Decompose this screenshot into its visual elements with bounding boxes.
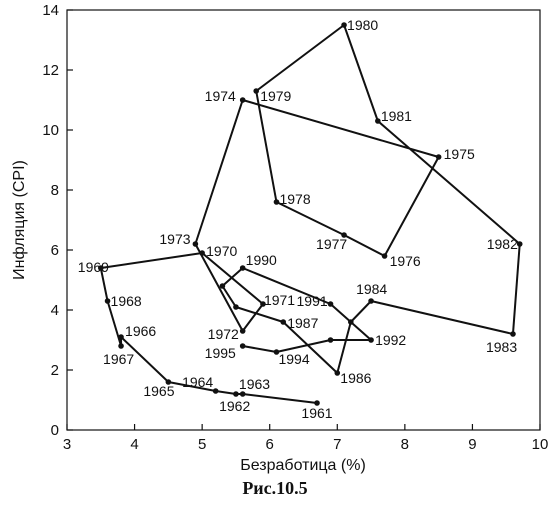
point-label-1975: 1975: [444, 146, 475, 162]
point-label-1978: 1978: [279, 191, 310, 207]
point-label-1983: 1983: [486, 339, 517, 355]
point-label-1986: 1986: [340, 370, 371, 386]
data-point-1973: [192, 241, 199, 247]
y-axis: 0 2 4 6 8 10 12 14: [42, 2, 73, 439]
y-tick-label: 2: [51, 362, 59, 379]
data-point-1986: [334, 370, 341, 376]
data-point-1965: [165, 379, 172, 385]
y-tick-label: 6: [51, 242, 59, 259]
point-label-1991: 1991: [297, 293, 328, 309]
data-point-1978: [273, 199, 280, 205]
data-point-1974: [239, 97, 246, 103]
data-point-1975: [435, 154, 442, 160]
point-label-1994: 1994: [278, 351, 309, 367]
x-tick-label: 3: [63, 436, 71, 453]
point-label-1984: 1984: [356, 281, 387, 297]
data-point-1969: [97, 265, 104, 271]
x-tick-label: 9: [468, 436, 476, 453]
data-point-1992: [368, 337, 374, 343]
data-labels: 1961 1962 1963 1964 1965 1966 1967 1968 1969 1970…: [78, 17, 518, 421]
point-label-1979: 1979: [260, 88, 291, 104]
data-point-1990: [239, 265, 246, 271]
point-label-1981: 1981: [381, 108, 412, 124]
point-label-1969: 1969: [78, 259, 109, 275]
point-label-1961: 1961: [301, 405, 332, 421]
x-tick-label: 6: [266, 436, 274, 453]
x-tick-label: 7: [333, 436, 341, 453]
data-point-1971: [260, 301, 266, 307]
y-tick-label: 4: [51, 302, 59, 319]
x-tick-label: 4: [130, 436, 138, 453]
data-point-1988: [233, 304, 239, 310]
figure-caption: Рис.10.5: [242, 478, 308, 498]
y-tick-label: 0: [51, 422, 59, 439]
data-point-1985: [348, 319, 354, 325]
data-point-1989: [219, 283, 226, 289]
data-point-1976: [381, 253, 388, 259]
point-label-1968: 1968: [111, 293, 142, 309]
point-label-1962: 1962: [219, 398, 250, 414]
data-point-1977: [341, 232, 347, 238]
data-point-1968: [104, 298, 111, 304]
y-axis-title: Инфляция (CPI): [11, 160, 28, 280]
x-tick-label: 5: [198, 436, 206, 453]
data-points: [97, 22, 523, 406]
point-label-1982: 1982: [487, 236, 518, 252]
data-point-1979: [253, 88, 259, 94]
point-label-1966: 1966: [125, 323, 156, 339]
point-label-1972: 1972: [208, 326, 239, 342]
data-point-1962: [239, 391, 246, 397]
x-tick-label: 8: [401, 436, 409, 453]
y-tick-label: 14: [42, 2, 59, 19]
point-label-1987: 1987: [287, 315, 318, 331]
point-label-1992: 1992: [375, 332, 406, 348]
data-point-1994: [273, 349, 280, 355]
point-label-1990: 1990: [246, 252, 277, 268]
y-tick-label: 8: [51, 182, 59, 199]
y-tick-label: 12: [42, 62, 59, 79]
point-label-1971: 1971: [264, 292, 295, 308]
data-point-1967: [118, 343, 124, 349]
point-label-1995: 1995: [205, 345, 236, 361]
x-tick-label: 10: [532, 436, 549, 453]
point-label-1977: 1977: [316, 236, 347, 252]
x-axis: 3 4 5 6 7 8 9 10: [63, 424, 549, 453]
data-point-1984: [368, 298, 374, 304]
data-point-1970: [199, 250, 205, 256]
data-point-1972: [239, 328, 246, 334]
point-label-1974: 1974: [205, 88, 236, 104]
point-label-1973: 1973: [159, 231, 190, 247]
data-point-1995: [239, 343, 246, 349]
point-label-1976: 1976: [390, 253, 421, 269]
point-label-1967: 1967: [103, 351, 134, 367]
plot-frame: [66, 9, 541, 431]
point-label-1963: 1963: [239, 376, 270, 392]
point-label-1964: 1964: [182, 374, 213, 390]
point-label-1965: 1965: [143, 383, 174, 399]
point-label-1980: 1980: [347, 17, 378, 33]
data-point-1993: [327, 337, 334, 343]
series-line: [99, 24, 521, 404]
data-point-1987: [280, 319, 287, 325]
point-label-1970: 1970: [206, 243, 237, 259]
data-point-1982: [516, 241, 523, 247]
data-point-1961: [314, 400, 320, 406]
data-point-1963: [233, 391, 239, 397]
x-axis-title: Безработица (%): [240, 457, 366, 474]
data-point-1983: [510, 331, 516, 337]
data-point-1964: [212, 388, 219, 394]
y-tick-label: 10: [42, 122, 59, 139]
data-point-1980: [341, 22, 347, 28]
data-point-1981: [375, 118, 381, 124]
data-point-1966: [118, 334, 124, 340]
data-point-1991: [327, 301, 334, 307]
